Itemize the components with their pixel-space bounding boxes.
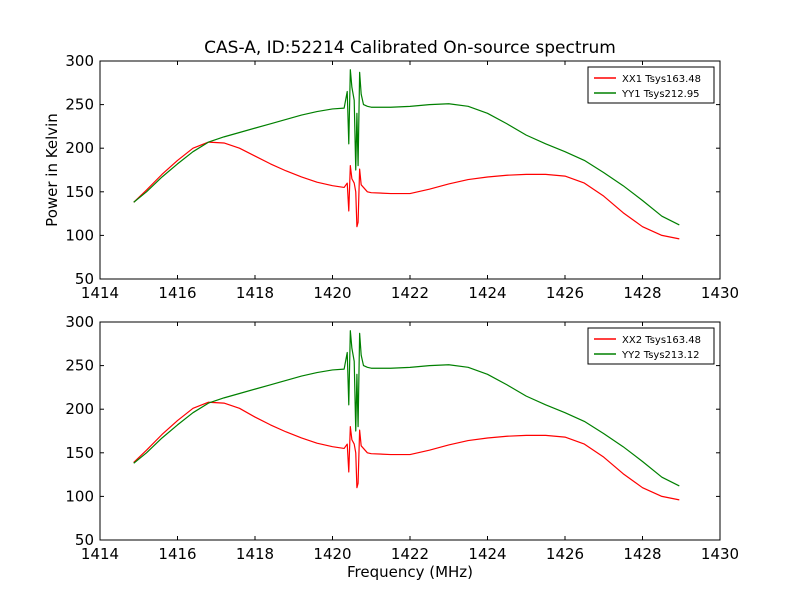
x-tick-label: 1426 <box>546 545 584 563</box>
y-tick-label: 200 <box>65 400 94 418</box>
y-tick-label: 150 <box>65 444 94 462</box>
x-tick-label: 1422 <box>391 284 429 302</box>
legend: XX1 Tsys163.48 YY1 Tsys212.95 <box>587 66 715 104</box>
x-tick-label: 1430 <box>701 284 739 302</box>
y-tick-label: 300 <box>65 52 94 70</box>
x-tick-label: 1418 <box>236 545 274 563</box>
y-tick-label: 100 <box>65 487 94 505</box>
y-tick-label: 50 <box>75 270 94 288</box>
x-tick-label: 1420 <box>313 545 351 563</box>
legend-label: YY2 Tsys213.12 <box>621 350 700 361</box>
y-tick-label: 300 <box>65 313 94 331</box>
x-tick-label: 1424 <box>468 545 506 563</box>
x-tick-label: 1414 <box>81 545 119 563</box>
x-tick-label: 1430 <box>701 545 739 563</box>
x-tick-label: 1428 <box>623 284 661 302</box>
x-tick-label: 1416 <box>158 284 196 302</box>
legend-label: XX2 Tsys163.48 <box>622 335 701 346</box>
y-tick-label: 250 <box>65 96 94 114</box>
figure-title: CAS-A, ID:52214 Calibrated On-source spe… <box>204 38 616 58</box>
x-tick-label: 1420 <box>313 284 351 302</box>
legend-label: XX1 Tsys163.48 <box>622 74 701 85</box>
legend-box <box>587 327 715 365</box>
x-tick-label: 1428 <box>623 545 661 563</box>
x-tick-label: 1414 <box>81 284 119 302</box>
x-tick-label: 1416 <box>158 545 196 563</box>
series-line-yy2 <box>133 330 680 487</box>
y-tick-label: 200 <box>65 139 94 157</box>
legend-label: YY1 Tsys212.95 <box>621 89 700 100</box>
x-tick-label: 1422 <box>391 545 429 563</box>
series-line-yy1 <box>133 69 680 226</box>
x-tick-label: 1424 <box>468 284 506 302</box>
y-tick-label: 250 <box>65 357 94 375</box>
legend: XX2 Tsys163.48 YY2 Tsys213.12 <box>587 327 715 365</box>
y-axis-label: Power in Kelvin <box>43 113 61 227</box>
y-tick-label: 150 <box>65 183 94 201</box>
legend-box <box>587 66 715 104</box>
series-line-xx2 <box>133 401 680 501</box>
series-line-xx1 <box>133 141 680 240</box>
x-axis-label: Frequency (MHz) <box>347 563 473 581</box>
x-tick-label: 1418 <box>236 284 274 302</box>
x-tick-label: 1426 <box>546 284 584 302</box>
y-tick-label: 100 <box>65 226 94 244</box>
spectrum-panel-top: 1414 1416 1418 1420 1422 1424 1426 1428 1430 50 10… <box>43 52 739 302</box>
y-tick-label: 50 <box>75 531 94 549</box>
spectrum-panel-bottom: 1414 1416 1418 1420 1422 1424 1426 1428 1430 50 10… <box>65 313 739 581</box>
